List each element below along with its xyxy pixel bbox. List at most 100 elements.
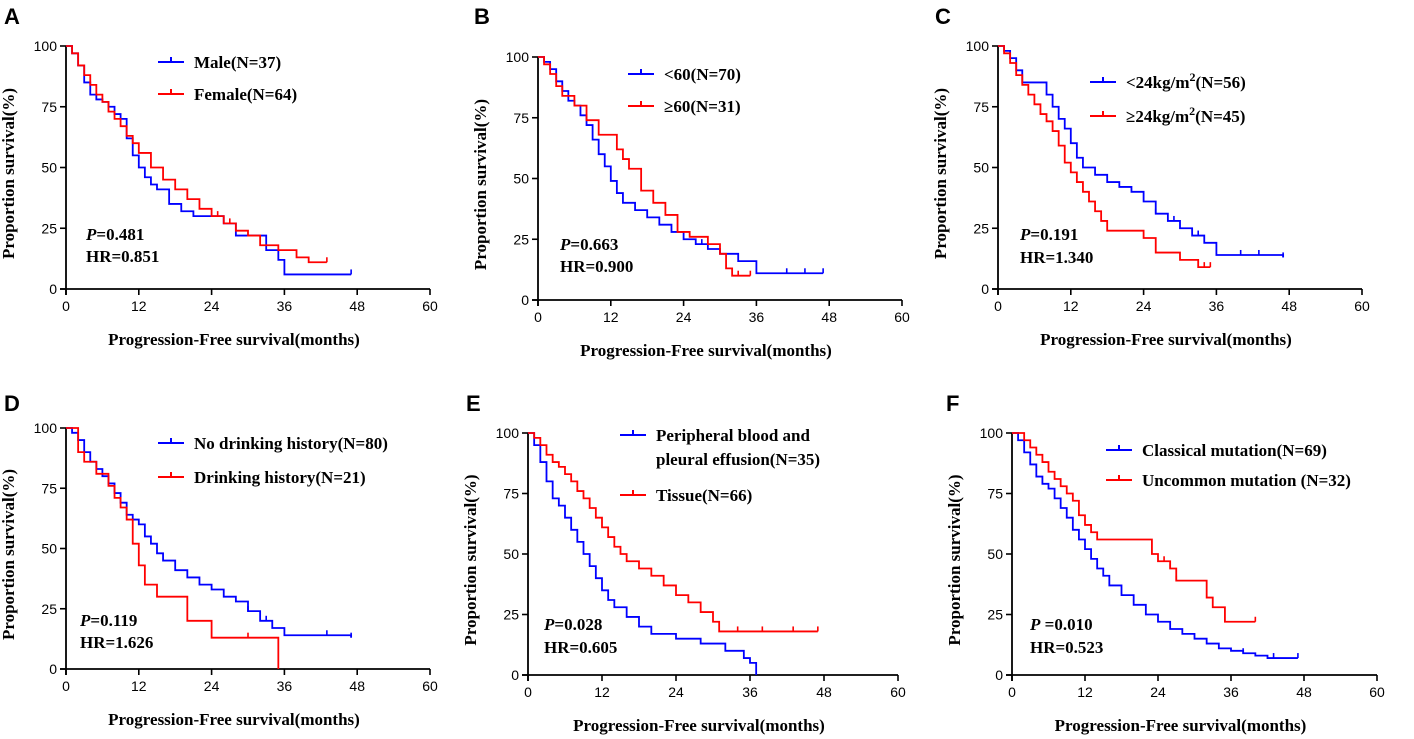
hazard-ratio: HR=0.523 [1030,638,1103,657]
x-tick-label: 36 [1209,298,1225,314]
x-tick-label: 24 [668,684,684,700]
x-tick-label: 0 [524,684,532,700]
y-tick-label: 100 [496,425,520,441]
x-tick-label: 36 [1223,684,1239,700]
p-value: P=0.663 [559,235,618,254]
panel-letter: A [4,4,20,29]
panel-d: D 0 12 24 36 48 60 0 25 50 75 100 Progression-Free s… [0,391,438,729]
survival-curve-red [998,45,1211,269]
x-axis-title: Progression-Free survival(months) [108,330,360,349]
y-tick-label: 75 [41,480,57,496]
x-tick-label: 48 [816,684,832,700]
x-tick-label: 60 [1369,684,1385,700]
y-axis-title: Proportion survival(%) [945,474,964,645]
legend-label-line2: pleural effusion(N=35) [656,450,820,469]
panel-c: C 0 12 24 36 48 60 0 25 50 75 100 Progression-Free s… [931,4,1370,349]
hazard-ratio: HR=1.340 [1020,248,1093,267]
x-tick-label: 60 [422,298,438,314]
y-tick-label: 50 [503,546,519,562]
x-tick-label: 48 [349,298,365,314]
y-tick-label: 0 [521,292,529,308]
y-axis-title: Proportion survival(%) [0,469,18,640]
survival-curve-blue [1012,432,1298,659]
legend-label: Tissue(N=66) [656,486,752,505]
x-axis-title: Progression-Free survival(months) [1055,716,1307,735]
panel-letter: E [466,391,481,416]
panel-letter: C [935,4,951,29]
x-tick-label: 0 [62,298,70,314]
x-axis-title: Progression-Free survival(months) [108,710,360,729]
x-tick-label: 48 [1281,298,1297,314]
legend-label: Drinking history(N=21) [194,468,366,487]
x-tick-label: 12 [1063,298,1079,314]
legend-label: Female(N=64) [194,85,297,104]
y-tick-label: 0 [49,661,57,677]
y-tick-label: 100 [506,49,530,65]
y-axis-title: Proportion survival(%) [0,88,18,259]
hazard-ratio: HR=1.626 [80,633,153,652]
legend-label: ≥60(N=31) [664,97,741,116]
y-tick-label: 25 [41,220,57,236]
survival-curve-red [528,432,818,633]
x-tick-label: 60 [422,678,438,694]
x-tick-label: 60 [894,309,910,325]
survival-curve-red [66,45,327,264]
panel-a: A 0 12 24 36 48 60 0 25 50 75 100 Progression-Free s… [0,4,438,349]
x-tick-label: 36 [749,309,765,325]
x-tick-label: 12 [1077,684,1093,700]
legend-label: <24kg/m2(N=56) [1126,70,1246,92]
survival-curve-blue [66,45,352,276]
x-tick-label: 24 [1136,298,1152,314]
panel-letter: D [4,391,20,416]
x-tick-label: 0 [534,309,542,325]
y-axis-title: Proportion survival(%) [461,474,480,645]
y-tick-label: 25 [973,220,989,236]
x-axis-title: Progression-Free survival(months) [580,341,832,360]
y-tick-label: 0 [511,667,519,683]
survival-curve-red [538,56,751,277]
legend-label: <60(N=70) [664,65,741,84]
p-value: P=0.481 [85,225,144,244]
x-tick-label: 36 [742,684,758,700]
y-tick-label: 100 [980,425,1004,441]
p-value: P=0.119 [79,611,137,630]
p-value: P =0.010 [1029,615,1093,634]
y-tick-label: 25 [41,601,57,617]
x-tick-label: 36 [277,298,293,314]
y-tick-label: 50 [41,160,57,176]
y-tick-label: 0 [49,281,57,297]
x-axis-title: Progression-Free survival(months) [1040,330,1292,349]
y-tick-label: 100 [34,38,58,54]
x-tick-label: 24 [204,678,220,694]
y-tick-label: 25 [987,607,1003,623]
x-tick-label: 48 [821,309,837,325]
x-tick-label: 0 [1008,684,1016,700]
panel-letter: F [946,391,959,416]
legend-label: Uncommon mutation (N=32) [1142,471,1351,490]
x-tick-label: 60 [890,684,906,700]
y-tick-label: 100 [34,420,58,436]
survival-curve-red [66,427,280,669]
y-tick-label: 50 [973,160,989,176]
y-tick-label: 0 [981,281,989,297]
panel-letter: B [474,4,490,29]
panel-b: B 0 12 24 36 48 60 0 25 50 75 100 Progression-Free s… [471,4,910,360]
y-axis-title: Proportion survival(%) [471,99,490,270]
x-tick-label: 0 [62,678,70,694]
x-tick-label: 24 [1150,684,1166,700]
y-tick-label: 25 [503,607,519,623]
y-tick-label: 50 [987,546,1003,562]
x-tick-label: 24 [676,309,692,325]
y-tick-label: 75 [41,99,57,115]
survival-curve-blue [528,432,758,675]
y-tick-label: 50 [41,541,57,557]
p-value: P=0.191 [1019,225,1078,244]
legend-label: Male(N=37) [194,53,281,72]
x-tick-label: 48 [1296,684,1312,700]
legend-label: ≥24kg/m2(N=45) [1126,104,1245,126]
y-tick-label: 75 [987,486,1003,502]
y-axis-title: Proportion survival(%) [931,88,950,259]
legend-label: No drinking history(N=80) [194,434,388,453]
y-tick-label: 50 [513,171,529,187]
